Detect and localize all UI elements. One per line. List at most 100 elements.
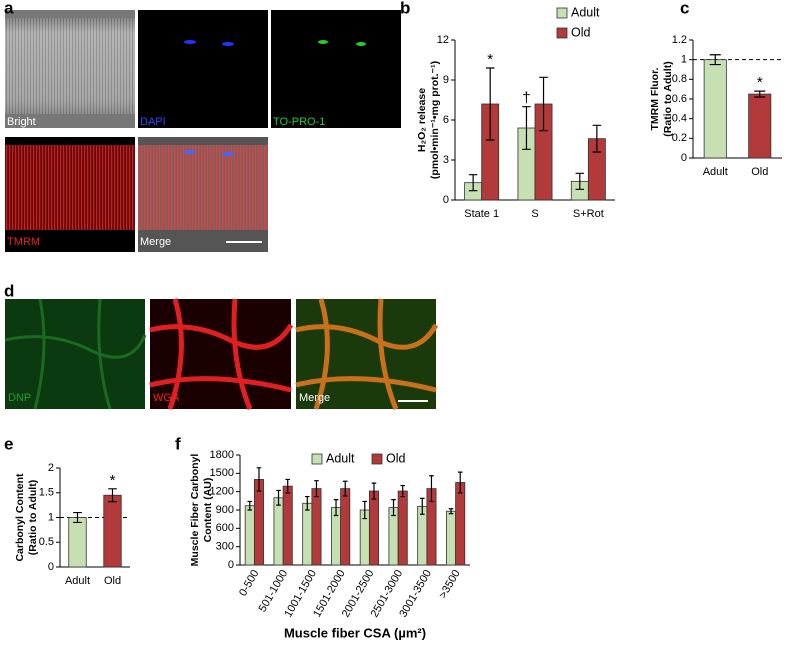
- image-label: Merge: [299, 392, 330, 404]
- x-tick-label: S: [531, 208, 538, 220]
- legend-label: Old: [386, 451, 406, 465]
- error-bar: [362, 500, 368, 520]
- y-axis-label: (Ratio to Adult): [662, 61, 674, 136]
- error-bar: [485, 67, 495, 141]
- panel-letter: a: [4, 0, 14, 17]
- bar: [455, 482, 466, 566]
- y-tick-label: 1.5: [39, 487, 54, 499]
- y-tick-label: 3: [443, 154, 449, 166]
- legend-label: Adult: [571, 5, 600, 19]
- error-bar: [73, 511, 82, 524]
- legend-swatch: [371, 453, 383, 465]
- x-tick-label: S+Rot: [573, 208, 604, 220]
- y-axis-label: H₂O₂ release: [416, 88, 428, 152]
- y-tick-label: 300: [216, 541, 234, 553]
- y-axis-label: TMRM Fluor.: [649, 67, 661, 130]
- y-tick-label: 9: [443, 74, 449, 86]
- bar: [397, 490, 408, 566]
- y-tick-label: 0: [443, 194, 449, 206]
- panel-letter: f: [175, 434, 181, 453]
- bar: [748, 93, 772, 159]
- bar: [311, 488, 322, 566]
- annotation: †: [522, 90, 530, 107]
- image-label: DNP: [8, 392, 31, 404]
- image-label: TO-PRO-1: [273, 116, 325, 128]
- image-label: WGA: [153, 392, 180, 404]
- error-bar: [304, 495, 310, 511]
- legend-swatch: [311, 453, 323, 465]
- y-tick-label: 0.2: [672, 132, 687, 144]
- y-tick-label: 12: [437, 34, 449, 46]
- x-tick-label: Old: [104, 575, 121, 587]
- error-bar: [276, 489, 281, 506]
- legend-swatch: [556, 7, 568, 19]
- error-bar: [754, 90, 766, 98]
- bar: [340, 488, 351, 566]
- error-bar: [391, 499, 396, 517]
- image-panel-d: [4, 298, 439, 410]
- y-axis-label: (pmol•min⁻¹•mg prot.⁻¹): [429, 61, 441, 179]
- y-tick-label: 1500: [210, 467, 234, 479]
- legend-swatch: [556, 27, 568, 39]
- panel-letter: c: [680, 0, 689, 17]
- y-axis-label: Content (AU): [202, 478, 214, 543]
- error-bar: [342, 480, 348, 497]
- error-bar: [468, 174, 478, 192]
- error-bar: [522, 106, 531, 150]
- x-tick-label: Old: [751, 166, 768, 178]
- bar: [446, 510, 457, 566]
- y-tick-label: 600: [216, 522, 234, 534]
- bar: [273, 497, 284, 566]
- y-axis-label: Carbonyl Content: [14, 473, 26, 562]
- y-tick-label: 6: [443, 114, 449, 126]
- y-tick-label: 0.8: [672, 73, 687, 85]
- y-tick-label: 1.2: [672, 34, 687, 46]
- error-bar: [108, 488, 117, 503]
- legend-label: Adult: [326, 451, 355, 465]
- bar: [331, 507, 342, 566]
- panel-letter: e: [4, 434, 13, 453]
- x-tick-label: Adult: [703, 166, 728, 178]
- y-tick-label: 1200: [210, 486, 234, 498]
- annotation: *: [487, 51, 493, 68]
- y-tick-label: 0.5: [39, 536, 54, 548]
- bar: [388, 507, 399, 566]
- bar: [244, 505, 255, 566]
- error-bar: [575, 172, 585, 190]
- bar: [368, 490, 379, 566]
- error-bar: [448, 508, 454, 515]
- x-tick-label: 0-500: [237, 568, 261, 598]
- bar: [703, 59, 727, 159]
- y-tick-label: 0: [228, 559, 234, 571]
- error-bar: [592, 124, 602, 153]
- panel-letter: b: [400, 0, 410, 17]
- y-tick-label: 0: [681, 152, 687, 164]
- error-bar: [333, 499, 339, 517]
- bar: [302, 502, 313, 566]
- y-tick-label: 900: [216, 504, 234, 516]
- bar: [253, 479, 264, 566]
- x-axis-label: Muscle fiber CSA (µm²): [284, 625, 426, 640]
- error-bar: [709, 54, 721, 66]
- error-bar: [256, 467, 262, 492]
- y-axis-label: Muscle Fiber Carbonyl: [189, 454, 201, 567]
- annotation: *: [757, 74, 763, 91]
- y-tick-label: 0: [48, 561, 54, 573]
- error-bar: [539, 76, 548, 132]
- bar: [68, 517, 87, 568]
- error-bar: [314, 480, 319, 498]
- y-tick-label: 1800: [210, 449, 234, 461]
- bar: [103, 494, 122, 568]
- x-tick-label: >3500: [437, 568, 463, 601]
- legend-label: Old: [571, 25, 591, 39]
- y-tick-label: 2: [48, 462, 54, 474]
- y-tick-label: 1: [48, 511, 54, 523]
- image-label: Merge: [140, 236, 171, 248]
- panel-letter: d: [4, 281, 14, 300]
- error-bar: [429, 475, 434, 503]
- error-bar: [457, 471, 463, 494]
- image-label: TMRM: [7, 236, 40, 248]
- image-label: DAPI: [140, 116, 166, 128]
- bar: [282, 485, 293, 566]
